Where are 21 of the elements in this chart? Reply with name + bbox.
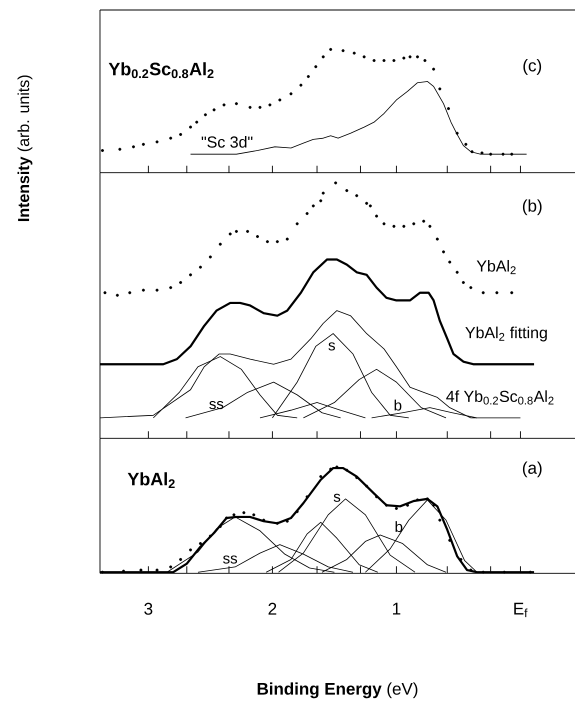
x-tick-label: 2 <box>268 602 276 615</box>
annotation: ss <box>209 401 224 410</box>
series-label: "Sc 3d" <box>202 136 252 148</box>
x-axis-title: Binding Energy (eV) <box>258 682 418 698</box>
y-axis-title: Intensity (arb. units) <box>18 75 32 222</box>
chart-title: YbAl$_{2}$ <box>128 472 175 488</box>
annotation: ss <box>223 555 238 564</box>
annotation: (b) <box>522 199 542 216</box>
x-tick-label: E$_{f}$ <box>514 602 528 618</box>
annotation: (a) <box>522 461 542 478</box>
series-label: 4f Yb$_{0.2}$Sc$_{0.8}$Al$_{2}$ <box>446 390 554 405</box>
annotation: b <box>394 400 402 411</box>
annotation: (c) <box>523 59 542 75</box>
series-label: YbAl$_{2}$ <box>476 260 516 274</box>
text: Yb$_{0.2}$Sc$_{0.8}$Al$_{2}$ <box>108 62 214 78</box>
annotation: b <box>396 521 402 532</box>
x-tick-label: 3 <box>144 602 152 615</box>
annotation: s <box>328 342 335 350</box>
series-label: YbAl$_{2}$ fitting <box>465 326 547 342</box>
annotation: s <box>334 494 340 502</box>
x-tick-label: 1 <box>392 602 400 614</box>
